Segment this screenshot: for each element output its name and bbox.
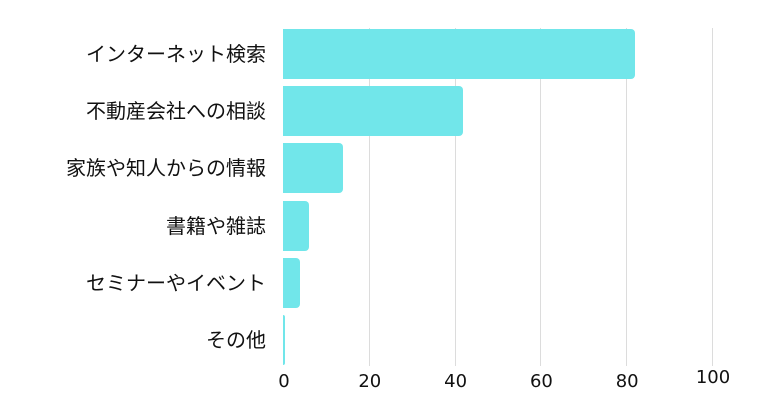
category-label: 家族や知人からの情報: [66, 156, 266, 181]
gridline: [626, 28, 628, 366]
x-tick-label: 0: [278, 371, 290, 392]
bar: [283, 200, 309, 251]
category-label: セミナーやイベント: [86, 270, 266, 295]
gridline: [540, 28, 542, 366]
bar: [283, 257, 301, 308]
category-label: インターネット検索: [86, 42, 266, 66]
gridline: [454, 28, 456, 366]
category-label: 書籍や雑誌: [166, 213, 266, 238]
x-tick-label: 80: [615, 371, 639, 392]
bar: [283, 86, 464, 137]
category-label: その他: [206, 328, 266, 352]
category-label: 不動産会社への相談: [86, 99, 266, 124]
x-tick-label: 40: [444, 371, 468, 392]
gridline: [368, 28, 370, 366]
x-tick-label: 20: [358, 371, 382, 392]
gridline: [712, 28, 713, 366]
bar: [283, 143, 344, 194]
bar: [283, 315, 286, 365]
x-tick-label: 60: [529, 371, 553, 392]
bar: [283, 29, 635, 79]
x-tick-label: 100: [695, 367, 731, 388]
